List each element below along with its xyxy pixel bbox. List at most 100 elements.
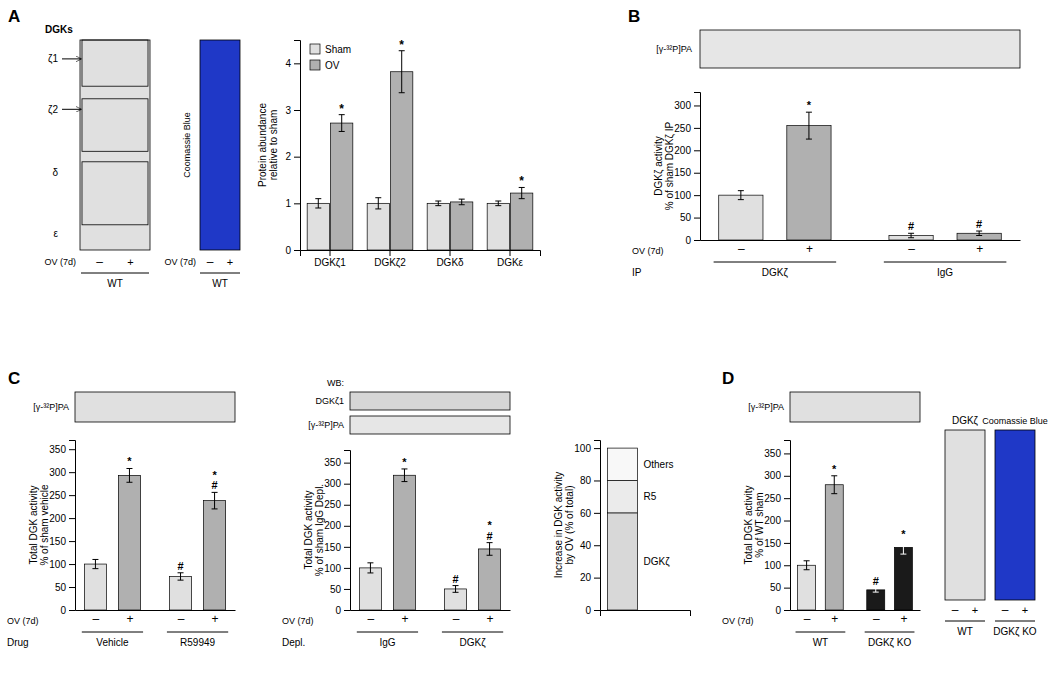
tick-label: 100 — [574, 443, 591, 454]
x-tick: + — [126, 612, 133, 626]
tick-label: 300 — [674, 100, 691, 111]
y-tick: 50 — [330, 584, 350, 595]
label: – — [96, 255, 103, 269]
label: IP — [632, 267, 642, 278]
tick-mark — [294, 203, 300, 204]
x-tick: – — [908, 242, 915, 256]
tick-mark — [694, 128, 700, 129]
error-bar-part — [911, 233, 912, 237]
tick-label: – — [804, 612, 811, 626]
error-bar-part — [738, 199, 744, 200]
bar — [487, 203, 509, 250]
error-bar — [831, 476, 837, 494]
error-bar-part — [375, 208, 381, 209]
error-bar — [401, 469, 407, 482]
label: Vehicle — [96, 637, 129, 648]
tick-mark — [784, 588, 790, 589]
y-tick: 200 — [764, 515, 790, 526]
plot: 020406080100DGKζR5Others — [574, 441, 690, 617]
error-bar — [399, 51, 405, 93]
error-bar-part — [495, 201, 501, 202]
bar — [84, 564, 106, 610]
x-axis-line — [601, 611, 691, 617]
error-bar-part — [831, 493, 837, 494]
segment-label: R5 — [644, 491, 657, 502]
blot — [700, 30, 1020, 68]
bar — [367, 203, 389, 250]
x-tick: – — [93, 612, 100, 626]
tick-label: 1 — [285, 198, 291, 209]
x-axis — [601, 611, 691, 617]
error-bar — [315, 199, 321, 208]
label: WB: — [327, 378, 344, 388]
error-bar — [126, 468, 132, 482]
tick-mark — [344, 589, 350, 590]
tick-label: 350 — [324, 457, 341, 468]
tick-label: 300 — [324, 478, 341, 489]
tick-mark — [694, 150, 700, 151]
tick-label: – — [178, 612, 185, 626]
tick-label: + — [487, 612, 494, 626]
y-tick: 100 — [324, 563, 350, 574]
y-axis-title: Increase in DGK activityby OV (% of tota… — [553, 472, 575, 579]
panel-label: C — [8, 369, 20, 388]
error-bar — [519, 187, 525, 198]
y-axis-line — [344, 451, 351, 611]
error-bar-part — [834, 476, 835, 494]
y-tick: 1 — [285, 198, 300, 209]
x-tick: + — [401, 612, 408, 626]
label: OV (7d) — [44, 257, 76, 267]
segment-label: Others — [644, 459, 674, 470]
y-tick: 40 — [580, 540, 600, 551]
blot — [80, 40, 150, 250]
error-bar-part — [315, 198, 321, 199]
error-bar-part — [180, 573, 181, 580]
error-bar — [873, 588, 879, 592]
error-bar — [367, 563, 373, 573]
significance: # — [908, 220, 914, 232]
tick-mark — [784, 521, 790, 522]
x-axis: DGKζ1DGKζ2DGKδDGKε — [301, 250, 541, 269]
bars — [608, 448, 638, 610]
blot-frame — [82, 162, 148, 225]
tick-mark — [344, 610, 350, 611]
tick-label: 250 — [764, 493, 781, 504]
error-bar-part — [341, 115, 342, 132]
label: ζ1 — [48, 53, 58, 65]
group-line — [995, 621, 1035, 622]
error-bar — [908, 233, 914, 237]
label: + — [127, 256, 133, 268]
group-line — [865, 632, 915, 633]
tick-label: 200 — [324, 520, 341, 531]
error-bar-part — [873, 592, 879, 593]
panel-label: B — [628, 7, 640, 26]
significance: # — [873, 575, 879, 587]
bar-segment — [608, 480, 638, 512]
bar — [511, 193, 533, 250]
tick-label: 50 — [55, 582, 67, 593]
tick-mark — [69, 518, 75, 519]
bar — [169, 576, 191, 610]
label: ζ2 — [48, 104, 58, 116]
tick-mark — [69, 449, 75, 450]
y-tick: 200 — [49, 513, 75, 524]
x-tick: + — [900, 612, 907, 626]
error-bar-part — [126, 468, 132, 469]
tick-label: 40 — [580, 540, 592, 551]
tick-label: 0 — [285, 245, 291, 256]
blot — [350, 416, 510, 434]
significance: * — [402, 456, 407, 468]
error-bar-part — [487, 542, 493, 543]
tick-mark — [784, 476, 790, 477]
bar-segment — [608, 448, 638, 480]
y-axis-line — [69, 441, 76, 611]
error-bar — [900, 541, 906, 554]
y-tick: 100 — [49, 559, 75, 570]
tick-label: 100 — [764, 560, 781, 571]
x-axis-line — [301, 251, 541, 257]
error-bar-part — [339, 131, 345, 132]
bar — [118, 475, 140, 610]
tick-label: 50 — [770, 582, 782, 593]
error-bar — [92, 559, 98, 568]
error-bar — [738, 191, 744, 200]
